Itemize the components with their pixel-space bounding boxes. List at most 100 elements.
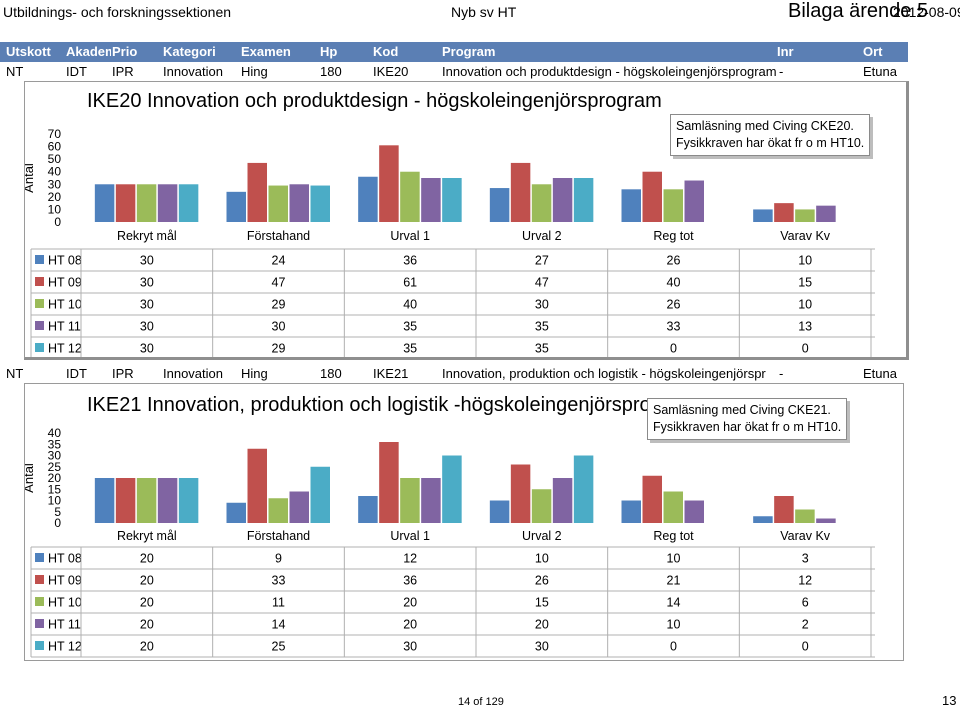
- bilaga-label: Bilaga ärende 5: [788, 0, 929, 22]
- legend-series-name: HT 12: [48, 342, 82, 356]
- callout-line: Fysikkraven har ökat fr o m HT10.: [676, 136, 865, 150]
- bar: [268, 498, 288, 523]
- bar: [358, 176, 378, 222]
- cell-program: Innovation och produktdesign - högskolei…: [442, 64, 777, 79]
- bar: [157, 184, 178, 222]
- cell-hp: 180: [320, 64, 342, 79]
- legend-series-name: HT 10: [48, 596, 82, 610]
- legend-swatch: [35, 575, 44, 584]
- column-header-row: Utskott Akadem Prio Kategori Examen Hp K…: [0, 42, 908, 62]
- table-row: NT IDT IPR Innovation Hing 180 IKE21 Inn…: [0, 364, 908, 384]
- x-category-label: Urval 2: [522, 229, 562, 243]
- cell-kategori: Innovation: [163, 366, 223, 381]
- chart-title: IKE20 Innovation och produktdesign - hög…: [87, 90, 662, 112]
- data-table-cell: 13: [798, 320, 812, 334]
- data-table-cell: 61: [403, 276, 417, 290]
- data-table-cell: 3: [802, 552, 809, 566]
- data-table-cell: 10: [535, 552, 549, 566]
- cell-examen: Hing: [241, 64, 268, 79]
- y-tick-label: 0: [54, 215, 61, 229]
- x-category-label: Urval 1: [390, 529, 430, 543]
- y-tick-label: 70: [48, 127, 62, 141]
- col-examen: Examen: [241, 44, 291, 59]
- data-table-cell: 12: [798, 574, 812, 588]
- bar: [268, 185, 288, 222]
- page-indicator: 14 of 129: [458, 696, 504, 708]
- data-table-cell: 14: [667, 596, 681, 610]
- x-category-label: Urval 1: [390, 229, 430, 243]
- data-table-cell: 20: [140, 552, 154, 566]
- data-table-cell: 6: [802, 596, 809, 610]
- bar: [136, 184, 157, 222]
- section-title: Utbildnings- och forskningssektionen: [3, 4, 232, 20]
- col-prio: Prio: [112, 44, 138, 59]
- data-table-cell: 33: [667, 320, 681, 334]
- bar: [289, 184, 309, 222]
- data-table-cell: 21: [667, 574, 681, 588]
- bar: [753, 516, 773, 523]
- col-kategori: Kategori: [163, 44, 216, 59]
- bar: [552, 478, 573, 523]
- y-tick-label: 15: [48, 482, 62, 496]
- data-table-cell: 26: [667, 298, 681, 312]
- bar: [247, 162, 267, 222]
- y-tick-label: 50: [48, 152, 62, 166]
- bar: [400, 171, 420, 222]
- bar: [115, 478, 136, 523]
- bar: [489, 188, 510, 222]
- data-table-cell: 9: [275, 552, 282, 566]
- data-table-cell: 30: [535, 298, 549, 312]
- bar: [400, 478, 420, 523]
- legend-swatch: [35, 277, 44, 286]
- cell-prio: IPR: [112, 64, 134, 79]
- data-table-cell: 10: [798, 298, 812, 312]
- bar: [226, 502, 246, 523]
- data-table-cell: 10: [798, 254, 812, 268]
- chart-ike20: IKE20 Innovation och produktdesign - hög…: [24, 81, 909, 360]
- legend-series-name: HT 09: [48, 574, 82, 588]
- bar: [226, 191, 246, 222]
- data-table-cell: 30: [140, 320, 154, 334]
- x-category-label: Rekryt mål: [117, 529, 177, 543]
- bar: [310, 185, 330, 222]
- data-table-cell: 47: [535, 276, 549, 290]
- data-table-cell: 0: [802, 640, 809, 654]
- col-utskott: Utskott: [6, 44, 51, 59]
- col-akademi: Akadem: [66, 44, 111, 59]
- data-table-cell: 30: [272, 320, 286, 334]
- bar: [510, 464, 531, 523]
- page-number: 13: [942, 693, 957, 708]
- col-program: Program: [442, 44, 496, 59]
- data-table-cell: 0: [670, 640, 677, 654]
- bar: [442, 455, 462, 523]
- data-table-cell: 29: [272, 342, 286, 356]
- bar: [795, 209, 815, 222]
- cell-akademi: IDT: [66, 64, 87, 79]
- data-table-cell: 24: [272, 254, 286, 268]
- bar: [178, 478, 199, 523]
- bar: [573, 455, 594, 523]
- bar: [642, 171, 662, 222]
- bar: [310, 466, 330, 523]
- chart-callout: Samläsning med Civing CKE21. Fysikkraven…: [647, 398, 848, 440]
- bar: [289, 491, 309, 523]
- bar: [552, 178, 573, 222]
- y-tick-label: 5: [54, 505, 61, 519]
- legend-swatch: [35, 619, 44, 628]
- data-table-cell: 30: [535, 640, 549, 654]
- cell-ort: Etuna: [863, 366, 897, 381]
- data-table-cell: 33: [272, 574, 286, 588]
- y-tick-label: 40: [48, 165, 62, 179]
- x-category-label: Rekryt mål: [117, 229, 177, 243]
- data-table-cell: 15: [535, 596, 549, 610]
- cell-utskott: NT: [6, 366, 24, 381]
- cell-kategori: Innovation: [163, 64, 223, 79]
- legend-series-name: HT 09: [48, 276, 82, 290]
- bar: [573, 178, 594, 222]
- x-category-label: Reg tot: [653, 229, 694, 243]
- bar: [774, 496, 794, 523]
- bar: [358, 496, 378, 523]
- data-table-cell: 47: [272, 276, 286, 290]
- data-table-cell: 2: [802, 618, 809, 632]
